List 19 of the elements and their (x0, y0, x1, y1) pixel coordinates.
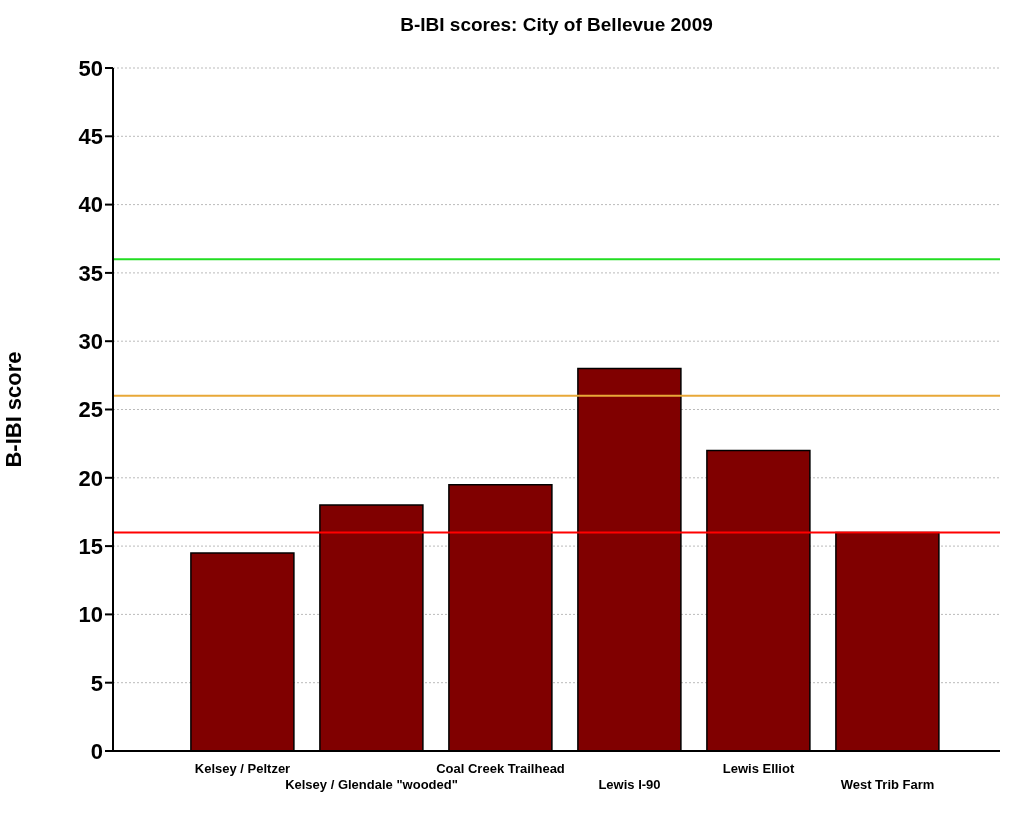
y-axis-title: B-IBI score (0, 351, 26, 468)
y-tick-label: 25 (78, 397, 103, 423)
y-tick-label: 10 (78, 602, 103, 628)
chart-title: B-IBI scores: City of Bellevue 2009 (399, 14, 714, 36)
x-tick-label: Kelsey / Glendale "wooded" (285, 777, 458, 792)
y-tick-label: 5 (90, 670, 103, 696)
x-tick-label: Kelsey / Peltzer (194, 761, 291, 776)
y-tick-label: 20 (78, 465, 103, 491)
y-tick-label: 0 (90, 738, 103, 764)
x-tick-label: West Trib Farm (840, 777, 935, 792)
x-tick-label: Lewis I-90 (598, 777, 661, 792)
y-tick-label: 35 (78, 260, 103, 286)
x-tick-label: Lewis Elliot (722, 761, 795, 776)
y-tick-label: 45 (78, 124, 103, 150)
y-tick-label: 30 (78, 329, 103, 355)
x-tick-label: Coal Creek Trailhead (436, 761, 565, 776)
y-tick-label: 15 (78, 533, 103, 559)
y-tick-label: 50 (78, 55, 103, 81)
y-tick-label: 40 (78, 192, 103, 218)
